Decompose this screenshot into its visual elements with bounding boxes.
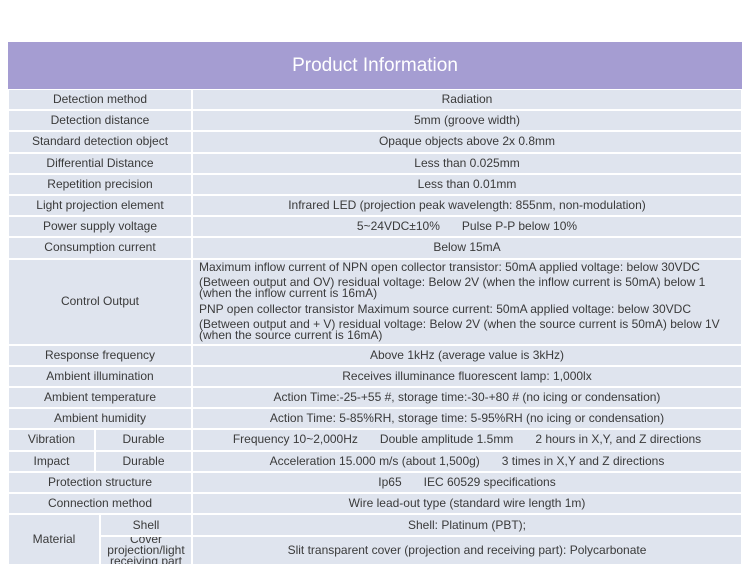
value-text: 3 times in X,Y and Z directions	[501, 453, 665, 468]
row-value: Slit transparent cover (projection and r…	[192, 536, 742, 566]
value-text: 5~24VDC±10%	[356, 219, 440, 234]
row-label: Material	[8, 514, 100, 566]
row-value: 5mm (groove width)	[192, 110, 742, 132]
row-value: Action Time: 5-85%RH, storage time: 5-95…	[192, 408, 742, 430]
row-label: Vibration	[8, 429, 95, 451]
value-text: Infrared LED (projection peak wavelength…	[288, 198, 646, 213]
row-sublabel: Durable	[95, 429, 192, 451]
row-value: Opaque objects above 2x 0.8mm	[192, 131, 742, 153]
row-value: Receives illuminance fluorescent lamp: 1…	[192, 365, 742, 387]
value-text: Wire lead-out type (standard wire length…	[348, 496, 586, 511]
value-text: Slit transparent cover (projection and r…	[287, 543, 647, 558]
row-label: Detection distance	[8, 110, 192, 132]
row-sublabel: Cover projection/light receiving part	[100, 536, 192, 566]
value-text: Frequency 10~2,000Hz	[232, 432, 358, 447]
row-label: Protection structure	[8, 471, 192, 493]
value-line: (Between output and + V) residual voltag…	[199, 317, 720, 343]
value-text: Radiation	[441, 92, 493, 107]
row-label: Connection method	[8, 493, 192, 515]
row-sublabel: Shell	[100, 514, 192, 537]
value-text: Less than 0.01mm	[417, 176, 517, 191]
row-value: Wire lead-out type (standard wire length…	[192, 493, 742, 515]
row-value: Radiation	[192, 89, 742, 111]
value-text: Action Time:-25-+55 #, storage time:-30-…	[273, 390, 661, 405]
row-value: Less than 0.025mm	[192, 152, 742, 174]
value-text: Double amplitude 1.5mm	[379, 432, 514, 447]
value-text: IEC 60529 specifications	[423, 474, 556, 489]
value-text: Above 1kHz (average value is 3kHz)	[369, 347, 565, 362]
row-value: Below 15mA	[192, 237, 742, 259]
row-label: Impact	[8, 450, 95, 472]
value-text: 5mm (groove width)	[413, 113, 521, 128]
row-label: Consumption current	[8, 237, 192, 259]
value-text: 2 hours in X,Y, and Z directions	[535, 432, 702, 447]
row-label: Response frequency	[8, 344, 192, 366]
value-text: Receives illuminance fluorescent lamp: 1…	[342, 368, 592, 383]
row-sublabel: Durable	[95, 450, 192, 472]
row-value: Above 1kHz (average value is 3kHz)	[192, 344, 742, 366]
value-text: Action Time: 5-85%RH, storage time: 5-95…	[269, 411, 665, 426]
row-label: Detection method	[8, 89, 192, 111]
row-label: Repetition precision	[8, 173, 192, 195]
value-text: Below 15mA	[433, 240, 501, 255]
row-value: Shell: Platinum (PBT);	[192, 514, 742, 537]
row-value: Acceleration 15.000 m/s (about 1,500g) 3 …	[192, 450, 742, 472]
row-value: Frequency 10~2,000Hz Double amplitude 1.5…	[192, 429, 742, 451]
value-line: PNP open collector transistor Maximum so…	[199, 301, 692, 316]
value-line: (Between output and OV) residual voltage…	[199, 275, 706, 301]
value-text: Less than 0.025mm	[414, 155, 520, 170]
row-value: Infrared LED (projection peak wavelength…	[192, 195, 742, 217]
row-label: Differential Distance	[8, 152, 192, 174]
row-value: 5~24VDC±10% Pulse P-P below 10%	[192, 216, 742, 238]
row-label: Ambient temperature	[8, 387, 192, 409]
row-label: Power supply voltage	[8, 216, 192, 238]
value-text: Acceleration 15.000 m/s (about 1,500g)	[269, 453, 480, 468]
row-label: Standard detection object	[8, 131, 192, 153]
table-title: Product Information	[8, 42, 742, 89]
row-label: Ambient illumination	[8, 365, 192, 387]
value-text: Opaque objects above 2x 0.8mm	[378, 134, 556, 149]
row-value: Less than 0.01mm	[192, 173, 742, 195]
row-value: Maximum inflow current of NPN open colle…	[192, 258, 742, 345]
value-text: Pulse P-P below 10%	[461, 219, 578, 234]
value-line: Maximum inflow current of NPN open colle…	[199, 259, 700, 274]
row-value: Ip65 IEC 60529 specifications	[192, 471, 742, 493]
row-value: Action Time:-25-+55 #, storage time:-30-…	[192, 387, 742, 409]
row-label: Control Output	[8, 258, 192, 345]
value-text: Ip65	[378, 474, 402, 489]
row-label: Ambient humidity	[8, 408, 192, 430]
value-text: Shell: Platinum (PBT);	[407, 517, 527, 532]
row-label: Light projection element	[8, 195, 192, 217]
